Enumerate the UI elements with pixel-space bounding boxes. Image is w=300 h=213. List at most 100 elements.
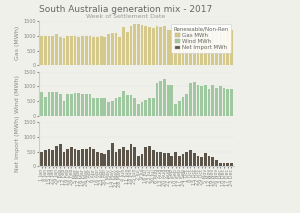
Bar [223,32,225,65]
Bar [196,156,199,166]
Bar [137,24,140,65]
Bar [48,92,50,116]
Bar [215,29,218,65]
Bar [59,144,62,166]
Bar [107,150,110,166]
Bar [81,94,84,116]
Bar [167,30,169,65]
Bar [223,88,225,116]
Bar [182,30,184,65]
Bar [156,83,158,116]
Bar [189,30,192,65]
Bar [118,37,121,65]
Bar [85,94,88,116]
Bar [200,86,203,116]
Bar [96,37,99,65]
Bar [103,154,106,166]
Bar [193,31,196,65]
Bar [230,163,233,166]
Y-axis label: Wind (MWh): Wind (MWh) [15,75,20,113]
Bar [148,98,151,116]
Bar [144,147,147,166]
Bar [230,30,233,65]
Bar [107,35,110,65]
Bar [212,30,214,65]
Bar [185,94,188,116]
Bar [62,38,65,65]
Bar [88,36,92,65]
Bar [163,153,166,166]
Bar [111,143,114,166]
Bar [115,151,117,166]
Text: Week of Settlement Date: Week of Settlement Date [86,14,166,19]
Bar [126,150,129,166]
Bar [212,157,214,166]
Bar [185,32,188,65]
Bar [219,30,222,65]
Bar [148,27,151,65]
Bar [40,92,43,116]
Bar [92,149,95,166]
Bar [88,147,92,166]
Y-axis label: Net Import (MWh): Net Import (MWh) [15,116,20,172]
Bar [55,35,58,65]
Bar [48,149,50,166]
Bar [167,85,169,116]
Bar [92,98,95,116]
Bar [66,94,69,116]
Bar [141,154,143,166]
Bar [215,88,218,116]
Bar [115,33,117,65]
Bar [126,95,129,116]
Bar [152,28,154,65]
Bar [55,92,58,116]
Bar [92,36,95,65]
Bar [118,97,121,116]
Bar [196,85,199,116]
Bar [230,89,233,116]
Bar [100,36,103,65]
Bar [81,36,84,65]
Bar [130,144,132,166]
Bar [115,98,117,116]
Bar [156,151,158,166]
Bar [212,85,214,116]
Bar [66,149,69,166]
Bar [174,151,177,166]
Bar [70,36,73,65]
Bar [48,36,50,65]
Bar [122,27,125,65]
Bar [137,156,140,166]
Bar [174,30,177,65]
Bar [122,147,125,166]
Bar [51,92,54,116]
Bar [74,36,76,65]
Bar [133,147,136,166]
Bar [103,98,106,116]
Bar [178,101,181,116]
Bar [174,104,177,116]
Y-axis label: Gas (MWh): Gas (MWh) [15,26,20,60]
Bar [133,98,136,116]
Bar [208,89,211,116]
Bar [44,150,47,166]
Bar [55,146,58,166]
Bar [85,149,88,166]
Bar [189,150,192,166]
Bar [122,91,125,116]
Text: South Australia generation mix - 2017: South Australia generation mix - 2017 [39,5,213,14]
Bar [159,27,162,65]
Bar [77,93,80,116]
Bar [148,146,151,166]
Bar [193,153,196,166]
Bar [111,101,114,116]
Bar [118,149,121,166]
Bar [170,156,173,166]
Bar [62,151,65,166]
Bar [44,36,47,65]
Bar [85,36,88,65]
Bar [88,94,92,116]
Bar [70,147,73,166]
Bar [152,150,154,166]
Bar [40,36,43,65]
